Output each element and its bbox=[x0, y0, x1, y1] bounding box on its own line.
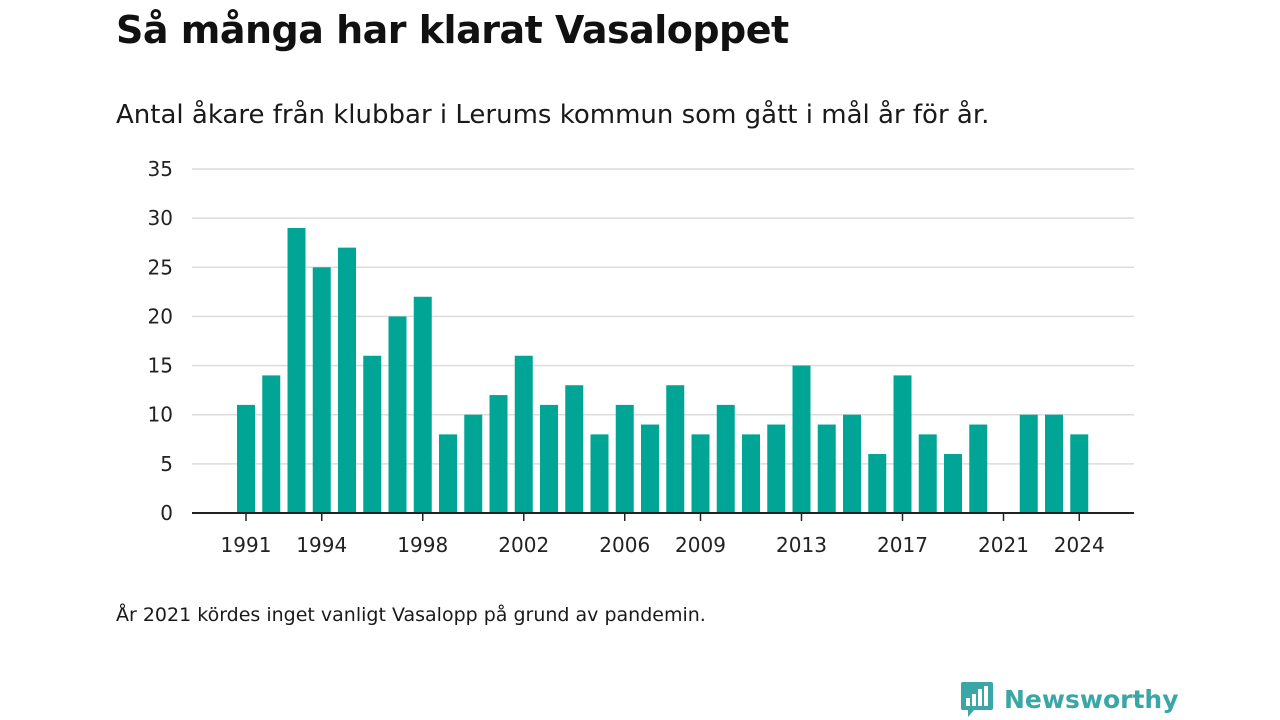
y-tick-label: 30 bbox=[148, 206, 173, 230]
bar-2007 bbox=[641, 424, 659, 513]
bar-1998 bbox=[413, 296, 432, 513]
bar-1992 bbox=[262, 375, 281, 513]
x-tick-label: 2002 bbox=[498, 533, 549, 557]
bar-2019 bbox=[944, 454, 962, 513]
bars bbox=[237, 227, 1089, 513]
bar-2004 bbox=[565, 385, 584, 513]
bar-2020 bbox=[969, 424, 988, 513]
brand-name: Newsworthy bbox=[1004, 684, 1179, 714]
bar-2010 bbox=[716, 404, 735, 513]
bar-1991 bbox=[237, 404, 255, 513]
x-tick-label: 2021 bbox=[978, 533, 1029, 557]
y-tick-label: 35 bbox=[148, 157, 173, 181]
bar-2018 bbox=[918, 434, 937, 513]
bar-2023 bbox=[1045, 414, 1063, 513]
bar-chart-speech-bubble-icon bbox=[961, 682, 993, 717]
bar-1993 bbox=[287, 227, 306, 513]
bar-1999 bbox=[439, 434, 457, 513]
bar-2000 bbox=[464, 414, 483, 513]
bar-2013 bbox=[792, 365, 811, 513]
x-tick-label: 2013 bbox=[776, 533, 827, 557]
bar-1994 bbox=[312, 267, 331, 513]
bar-1997 bbox=[388, 316, 407, 513]
bar-2017 bbox=[893, 375, 912, 513]
bar-chart: 0 5 10 15 20 25 30 35 1991 1994 1998 2002 2006 2009 2… bbox=[148, 157, 1134, 557]
y-tick-label: 0 bbox=[160, 501, 173, 525]
x-tick-label: 2024 bbox=[1054, 533, 1105, 557]
bar-2001 bbox=[489, 395, 508, 513]
x-tick-label: 2006 bbox=[599, 533, 650, 557]
bar-2006 bbox=[615, 404, 634, 513]
y-tick-label: 25 bbox=[148, 255, 173, 279]
x-tick-label: 1991 bbox=[221, 533, 272, 557]
x-tick-label: 1994 bbox=[296, 533, 347, 557]
x-tick-label: 2009 bbox=[675, 533, 726, 557]
bar-1996 bbox=[363, 355, 382, 513]
bar-2016 bbox=[868, 454, 887, 513]
brand-logo: Newsworthy bbox=[960, 680, 1179, 718]
bar-2011 bbox=[742, 434, 760, 513]
chart-title: Så många har klarat Vasaloppet bbox=[116, 8, 789, 52]
bar-2012 bbox=[767, 424, 786, 513]
y-tick-label: 10 bbox=[148, 403, 173, 427]
bar-2014 bbox=[817, 424, 836, 513]
grid-lines bbox=[192, 168, 1134, 465]
bar-2015 bbox=[843, 414, 861, 513]
bar-2008 bbox=[666, 385, 685, 513]
x-axis-ticks: 1991 1994 1998 2002 2006 2009 2013 2017 2021 2024 bbox=[221, 513, 1105, 557]
x-tick-label: 2017 bbox=[877, 533, 928, 557]
x-tick-label: 1998 bbox=[397, 533, 448, 557]
chart-subtitle: Antal åkare från klubbar i Lerums kommun… bbox=[116, 100, 990, 130]
footnote: År 2021 kördes inget vanligt Vasalopp på… bbox=[116, 604, 706, 626]
bar-2005 bbox=[590, 434, 609, 513]
y-axis-ticks: 0 5 10 15 20 25 30 35 bbox=[148, 157, 173, 525]
bar-2024 bbox=[1070, 434, 1089, 513]
bar-2022 bbox=[1019, 414, 1038, 513]
y-tick-label: 15 bbox=[148, 354, 173, 378]
y-tick-label: 20 bbox=[148, 304, 173, 328]
y-tick-label: 5 bbox=[160, 452, 173, 476]
bar-2002 bbox=[514, 355, 533, 513]
bar-1995 bbox=[338, 247, 356, 513]
bar-2009 bbox=[691, 434, 710, 513]
bar-2003 bbox=[540, 404, 558, 513]
